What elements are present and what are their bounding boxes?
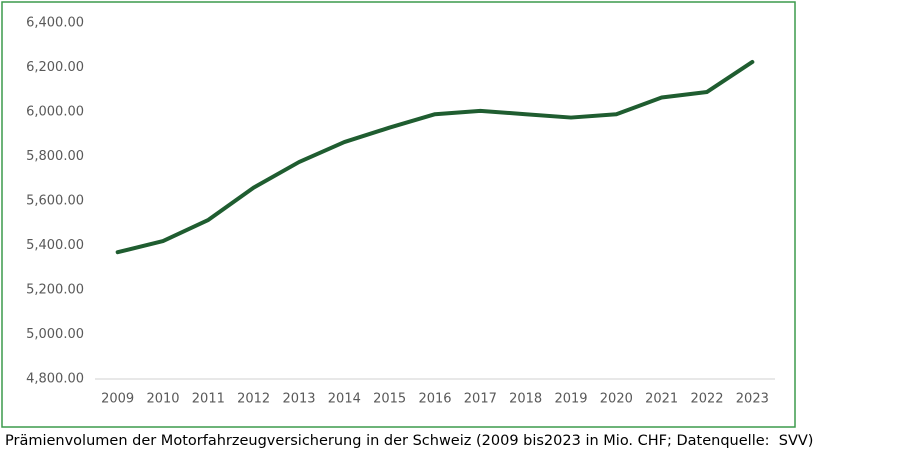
chart-border — [1, 1, 796, 428]
x-tick-label: 2022 — [690, 392, 723, 407]
x-tick-label: 2019 — [554, 392, 587, 407]
x-tick-label: 2010 — [146, 392, 179, 407]
x-tick-label: 2020 — [600, 392, 633, 407]
x-tick-label: 2017 — [464, 392, 497, 407]
y-tick-label: 5,600.00 — [26, 194, 84, 209]
x-tick-label: 2009 — [101, 392, 134, 407]
x-tick-label: 2011 — [192, 392, 225, 407]
x-tick-label: 2015 — [373, 392, 406, 407]
x-tick-label: 2013 — [282, 392, 315, 407]
x-tick-label: 2018 — [509, 392, 542, 407]
x-tick-label: 2012 — [237, 392, 270, 407]
y-tick-label: 5,000.00 — [26, 327, 84, 342]
caption: Prämienvolumen der Motorfahrzeugversiche… — [5, 433, 813, 449]
line — [115, 59, 755, 255]
y-tick-label: 5,400.00 — [26, 238, 84, 253]
y-tick-label: 6,200.00 — [26, 60, 84, 75]
x-tick-label: 2023 — [736, 392, 769, 407]
y-tick-label: 4,800.00 — [26, 372, 84, 387]
x-tick-label: 2021 — [645, 392, 678, 407]
y-tick-label: 5,800.00 — [26, 149, 84, 164]
y-tick-label: 5,200.00 — [26, 283, 84, 298]
x-tick-label: 2014 — [328, 392, 361, 407]
x-tick-label: 2016 — [418, 392, 451, 407]
y-tick-label: 6,000.00 — [26, 105, 84, 120]
y-tick-label: 6,400.00 — [26, 16, 84, 31]
